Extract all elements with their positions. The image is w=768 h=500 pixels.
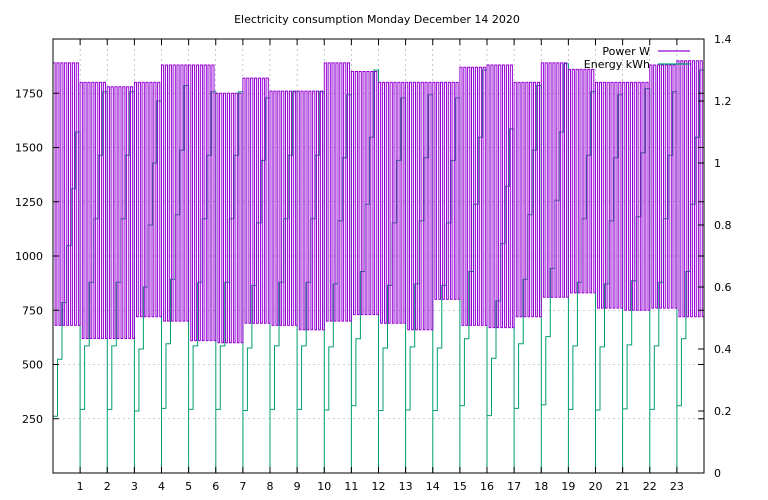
legend-label: Power W (602, 45, 650, 58)
x-tick-label: 23 (670, 480, 684, 493)
y-tick-label: 250 (22, 413, 43, 426)
x-tick-label: 11 (344, 480, 358, 493)
x-tick-label: 13 (399, 480, 413, 493)
plot-border (52, 38, 705, 474)
x-tick-label: 1 (77, 480, 84, 493)
y-tick-label: 1250 (15, 196, 43, 209)
x-tick-label: 20 (589, 480, 603, 493)
y-tick-label: 1750 (15, 87, 43, 100)
x-tick-label: 9 (294, 480, 301, 493)
y-tick-label: 1000 (15, 250, 43, 263)
x-tick-label: 21 (616, 480, 630, 493)
legend-label: Energy kWh (584, 58, 650, 71)
power-series (53, 60, 704, 344)
y2-tick-label: 0.8 (714, 219, 732, 232)
x-tick-label: 6 (212, 480, 219, 493)
power-line (53, 60, 704, 344)
x-tick-label: 3 (131, 480, 138, 493)
y2-tick-label: 1.2 (714, 95, 732, 108)
chart-title: Electricity consumption Monday December … (234, 13, 520, 26)
x-tick-label: 18 (534, 480, 548, 493)
y-tick-label: 1500 (15, 142, 43, 155)
x-tick-label: 15 (453, 480, 467, 493)
x-tick-label: 12 (372, 480, 386, 493)
y-tick-label: 500 (22, 359, 43, 372)
x-tick-label: 10 (317, 480, 331, 493)
x-tick-label: 17 (507, 480, 521, 493)
x-tick-label: 16 (480, 480, 494, 493)
y2-tick-label: 0.4 (714, 343, 732, 356)
x-tick-label: 5 (185, 480, 192, 493)
x-tick-label: 22 (643, 480, 657, 493)
x-tick-label: 19 (561, 480, 575, 493)
y2-tick-label: 0.2 (714, 405, 732, 418)
x-tick-label: 14 (426, 480, 440, 493)
y2-tick-label: 0.6 (714, 281, 732, 294)
x-tick-label: 4 (158, 480, 165, 493)
y2-tick-label: 0 (714, 467, 721, 480)
x-tick-label: 2 (104, 480, 111, 493)
y-tick-label: 750 (22, 304, 43, 317)
y2-tick-label: 1 (714, 157, 721, 170)
x-tick-label: 8 (267, 480, 274, 493)
y2-tick-label: 1.4 (714, 33, 732, 46)
x-tick-label: 7 (239, 480, 246, 493)
